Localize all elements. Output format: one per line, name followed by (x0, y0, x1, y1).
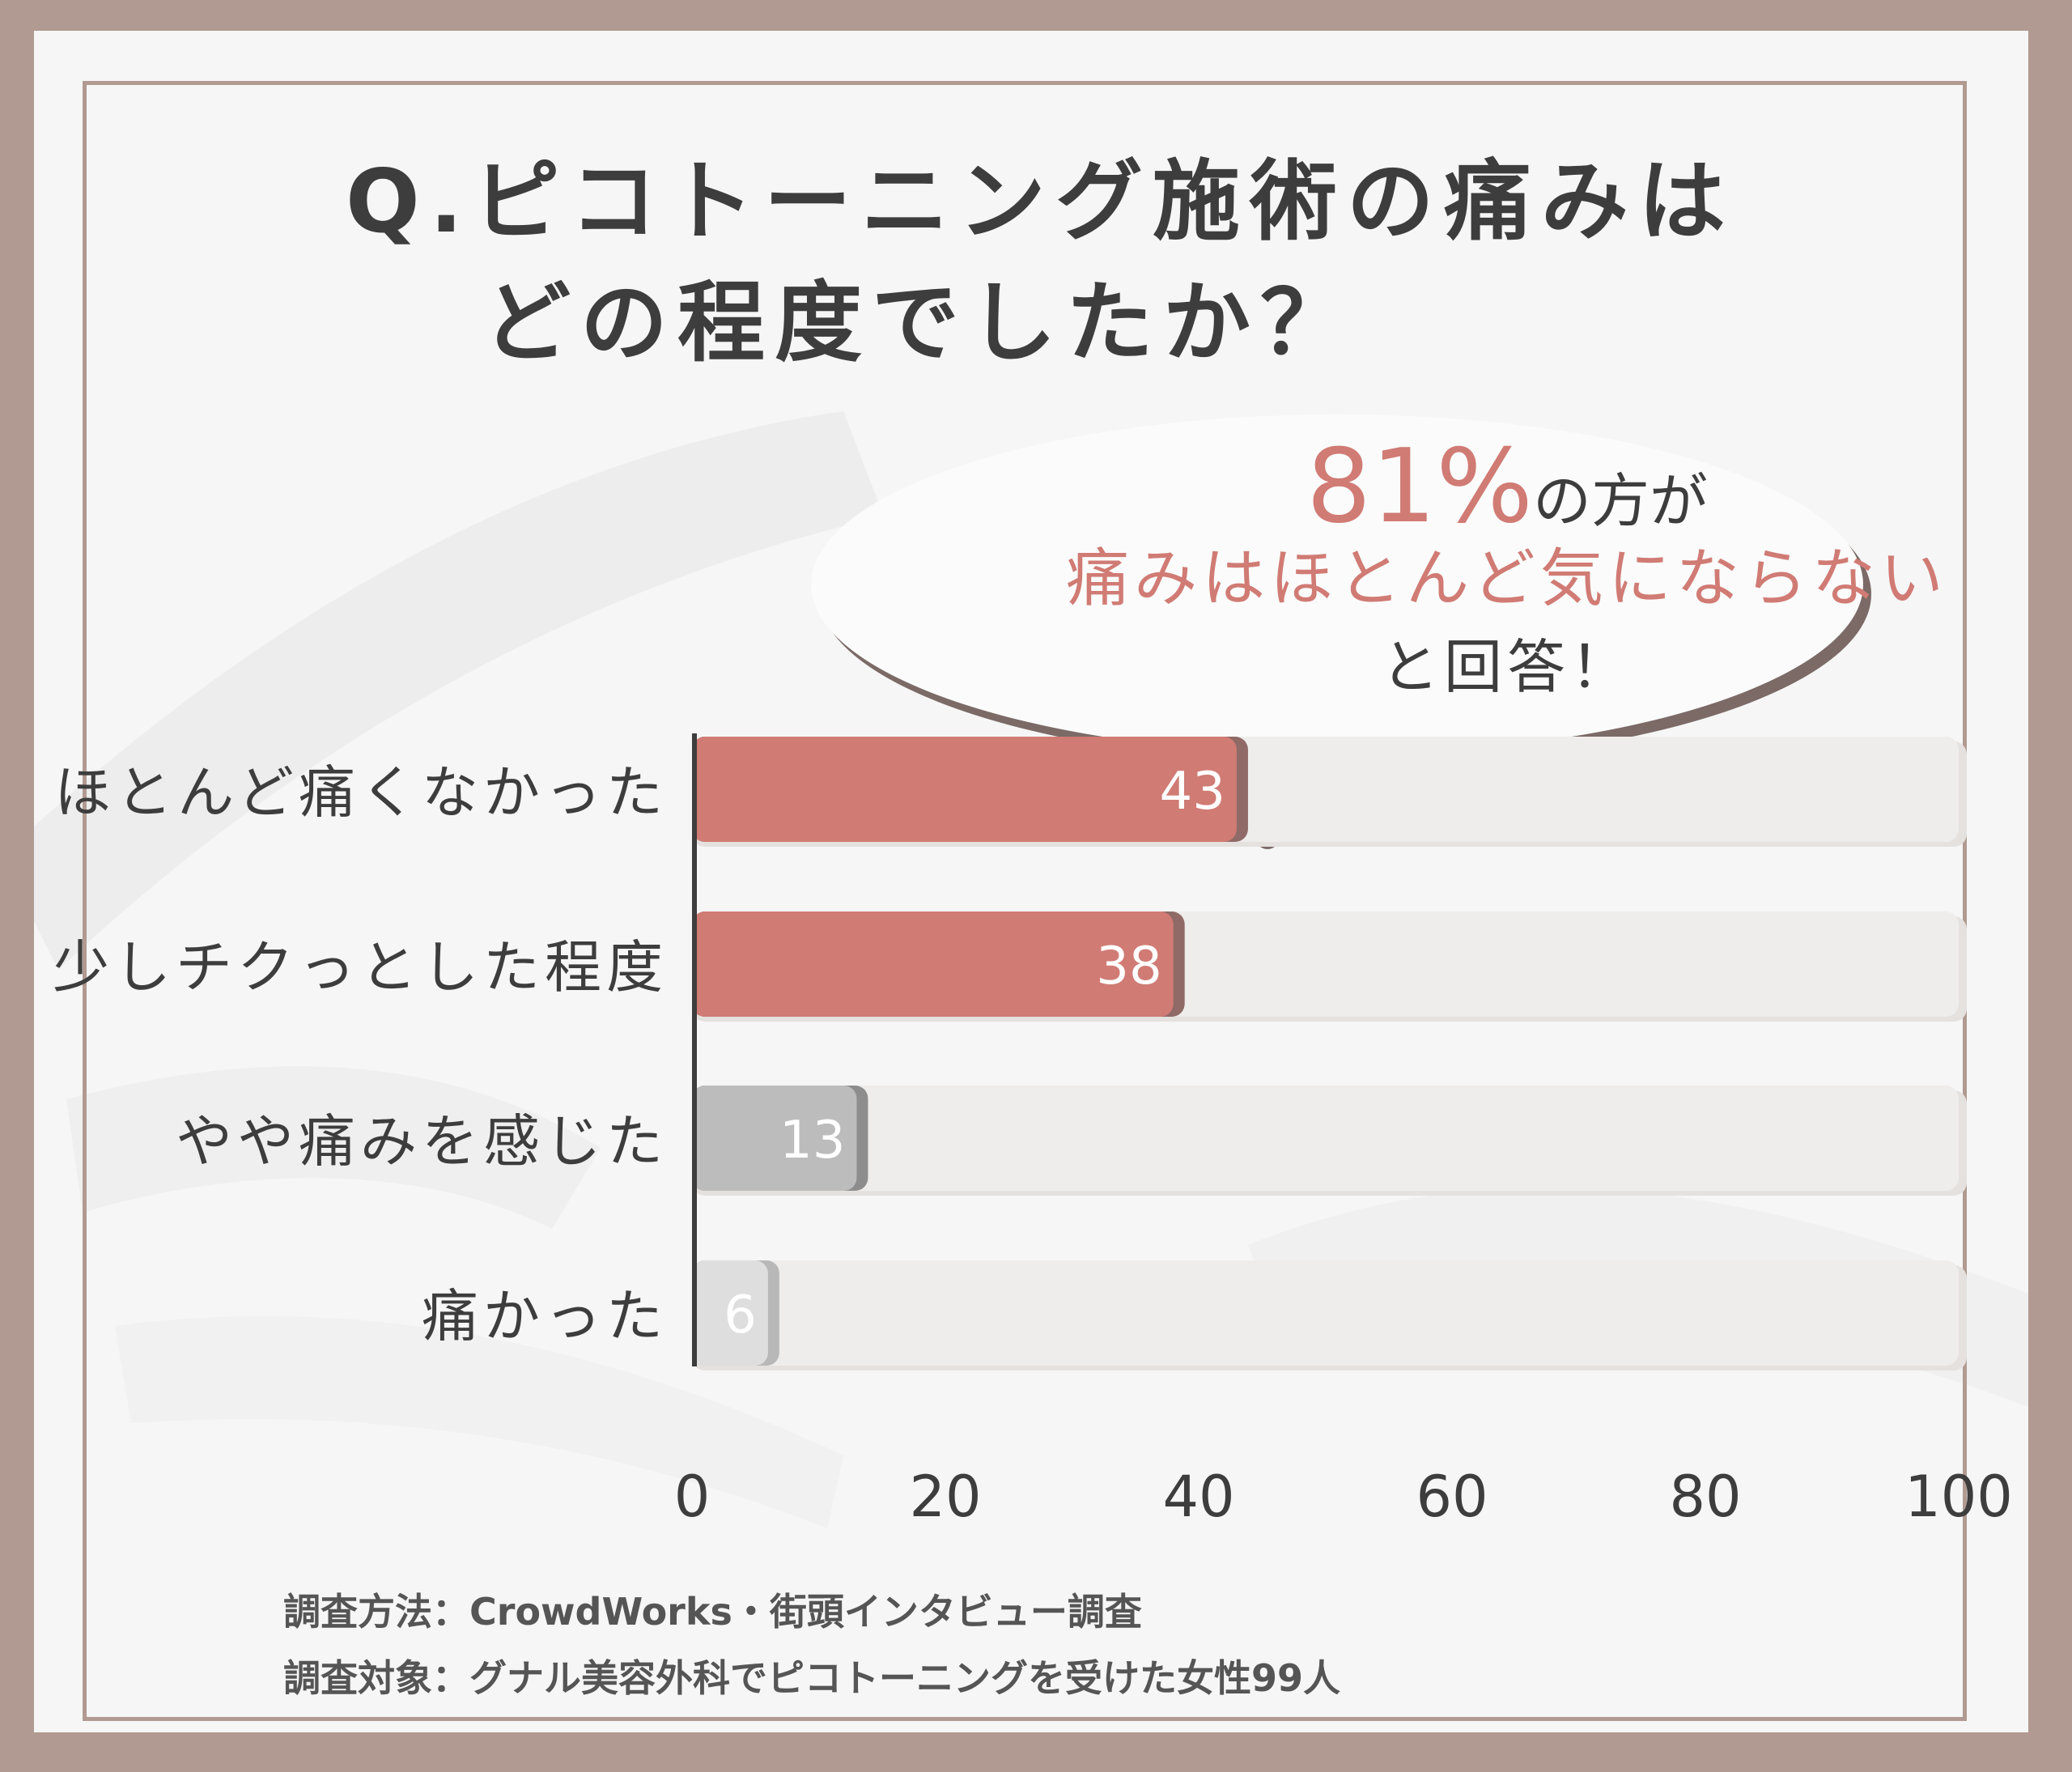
category-label: やや痛みを感じた (176, 1108, 668, 1175)
callout-line1: 81%の方が (1005, 436, 2009, 538)
bar-value-label: 6 (724, 1285, 757, 1345)
footer-method: 調査方法：CrowdWorks・街頭インタビュー調査 (283, 1590, 1142, 1634)
inner-frame (83, 81, 1967, 1721)
bar-track (692, 1260, 1959, 1366)
category-label: 痛かった (422, 1283, 668, 1349)
bar (692, 1260, 768, 1366)
bar-chart: 43 ほとんど痛くなかった 38 少しチクっとした程度 13 やや痛みを感じた 6 痛かった 0… (53, 414, 2013, 1530)
callout-highlight: 痛みはほとんど気にならない (1066, 542, 1948, 615)
category-label: ほとんど痛くなかった (54, 759, 668, 826)
bar-value-label: 43 (1160, 762, 1225, 822)
x-tick-label: 60 (1416, 1464, 1488, 1530)
x-tick-label: 40 (1162, 1464, 1234, 1530)
callout-suffix: の方が (1533, 467, 1709, 535)
x-tick-label: 80 (1669, 1464, 1741, 1530)
infographic-panel: Q.ピコトーニング施術の痛みは どの程度でしたか？ 43 ほとんど痛くなかった 38… (34, 31, 2028, 1732)
x-tick-label: 0 (674, 1464, 711, 1530)
bar (692, 1086, 857, 1191)
bar-track (692, 1086, 1959, 1191)
footer-target: 調査対象：グナル美容外科でピコトーニングを受けた女性99人 (283, 1656, 1341, 1700)
x-tick-label: 100 (1904, 1464, 2013, 1530)
callout-tail: と回答！ (1380, 633, 1633, 701)
x-tick-label: 20 (909, 1464, 981, 1530)
chart-title-line1: Q.ピコトーニング施術の痛みは (346, 151, 1735, 253)
bar (692, 911, 1174, 1017)
category-label: 少しチクっとした程度 (53, 934, 668, 1001)
bar (692, 737, 1237, 842)
callout-percent: 81% (1306, 427, 1534, 546)
chart-title-line2: どの程度でしたか？ (483, 273, 1358, 374)
bar-value-label: 13 (779, 1111, 845, 1171)
bar-value-label: 38 (1096, 937, 1161, 996)
thought-bubble (811, 414, 1871, 849)
